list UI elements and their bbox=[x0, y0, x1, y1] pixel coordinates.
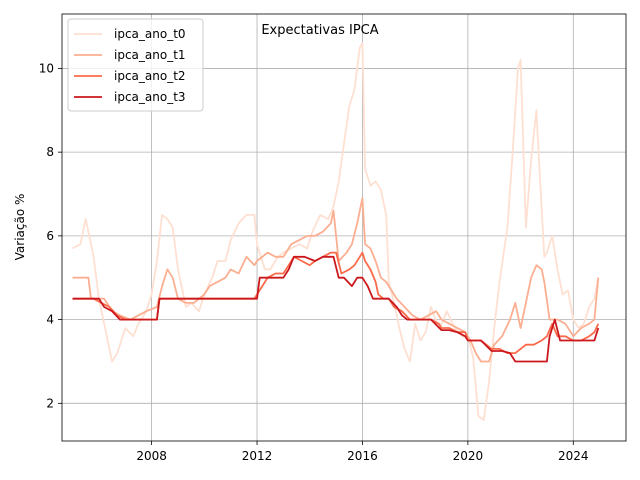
legend-label: ipca_ano_t2 bbox=[114, 69, 186, 83]
x-tick-label: 2012 bbox=[242, 449, 273, 463]
series-line-ipca_ano_t0 bbox=[72, 42, 600, 421]
x-tick-label: 2024 bbox=[558, 449, 589, 463]
axis-ticks: 2008 2012 2016 2020 2024 2 4 6 8 10 bbox=[39, 61, 589, 463]
series-line-ipca_ano_t3 bbox=[72, 255, 600, 363]
legend-label: ipca_ano_t3 bbox=[114, 90, 186, 104]
x-tick-label: 2008 bbox=[136, 449, 167, 463]
x-tick-label: 2016 bbox=[347, 449, 378, 463]
legend: ipca_ano_t0 ipca_ano_t1 ipca_ano_t2 ipca_an… bbox=[67, 18, 204, 112]
legend-label: ipca_ano_t0 bbox=[114, 27, 186, 41]
series-lines bbox=[72, 42, 600, 421]
chart-title: Expectativas IPCA bbox=[261, 23, 378, 38]
y-tick-label: 6 bbox=[46, 229, 54, 243]
y-tick-label: 8 bbox=[46, 145, 54, 159]
y-tick-label: 4 bbox=[46, 313, 54, 327]
axes-frame bbox=[61, 13, 627, 442]
x-tick-label: 2020 bbox=[453, 449, 484, 463]
series-line-ipca_ano_t1 bbox=[72, 197, 600, 363]
y-tick-label: 10 bbox=[39, 61, 54, 75]
legend-box bbox=[67, 18, 204, 112]
y-tick-label: 2 bbox=[46, 396, 54, 410]
y-axis-label: Variação % bbox=[13, 194, 27, 261]
legend-label: ipca_ano_t1 bbox=[114, 48, 186, 62]
